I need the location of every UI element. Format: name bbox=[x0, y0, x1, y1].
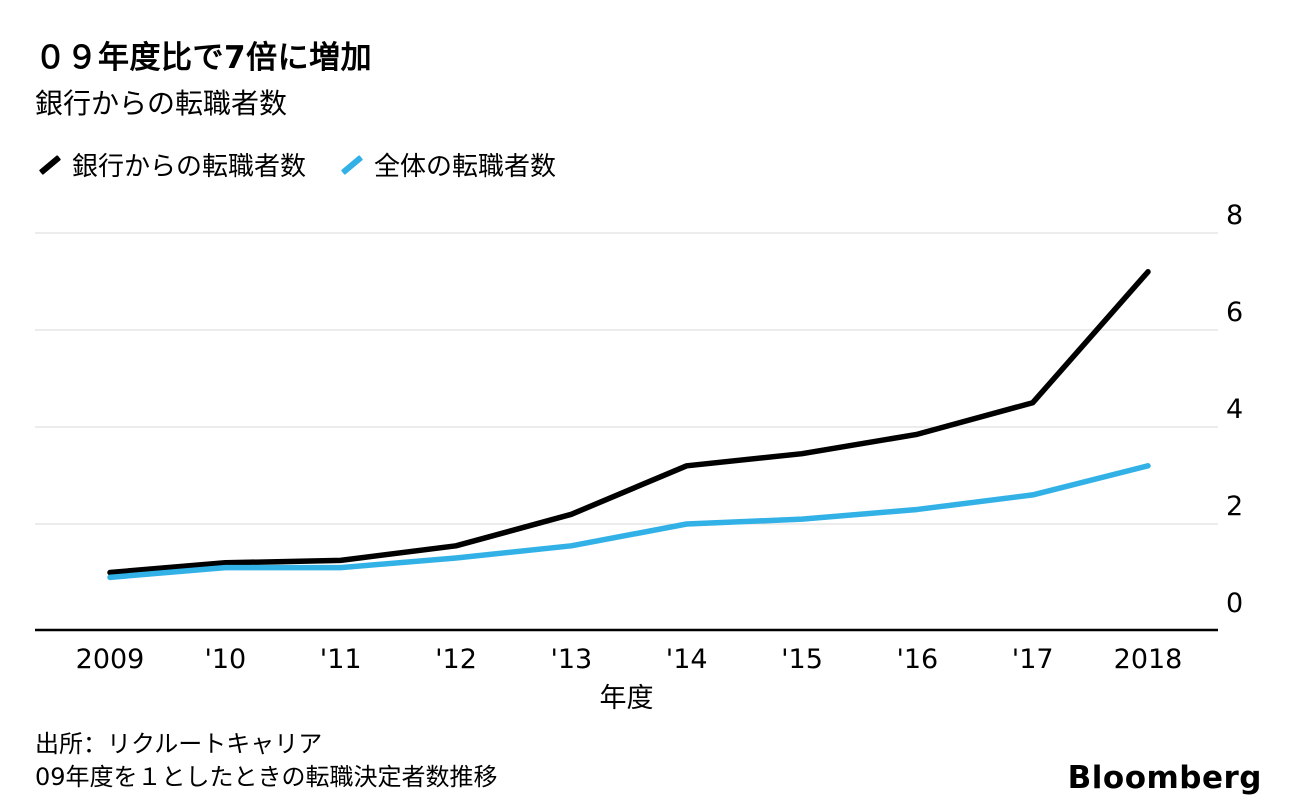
legend-label-total: 全体の転職者数 bbox=[374, 152, 557, 182]
chart-title: ０９年度比で7倍に増加 bbox=[35, 40, 373, 76]
x-tick-label: '17 bbox=[1012, 644, 1054, 675]
y-tick-label: 0 bbox=[1226, 588, 1243, 619]
x-tick-label: '12 bbox=[435, 644, 477, 675]
y-tick-label: 4 bbox=[1226, 394, 1243, 425]
x-tick-label: 2009 bbox=[76, 644, 145, 675]
x-tick-label: '13 bbox=[550, 644, 592, 675]
x-axis-title: 年度 bbox=[600, 683, 654, 714]
chart-footer: 出所：リクルートキャリア 09年度を１としたときの転職決定者数推移 bbox=[35, 728, 498, 794]
x-tick-label: '15 bbox=[781, 644, 823, 675]
x-tick-label: '10 bbox=[204, 644, 246, 675]
source-note: 出所：リクルートキャリア bbox=[35, 730, 323, 758]
x-tick-label: '16 bbox=[896, 644, 938, 675]
bloomberg-logo: Bloomberg bbox=[1067, 760, 1262, 796]
y-tick-label: 6 bbox=[1226, 297, 1243, 328]
y-tick-label: 8 bbox=[1226, 200, 1243, 231]
chart-legend: 銀行からの転職者数 全体の転職者数 bbox=[38, 146, 556, 183]
method-note: 09年度を１としたときの転職決定者数推移 bbox=[35, 763, 498, 791]
x-tick-label: '14 bbox=[666, 644, 708, 675]
y-tick-label: 2 bbox=[1226, 491, 1243, 522]
total-series-line bbox=[107, 463, 1151, 581]
x-tick-label: '11 bbox=[320, 644, 362, 675]
bank-series-line bbox=[107, 269, 1151, 576]
chart-subtitle: 銀行からの転職者数 bbox=[35, 87, 288, 120]
legend-label-bank: 銀行からの転職者数 bbox=[72, 152, 307, 182]
x-tick-label: 2018 bbox=[1114, 644, 1183, 675]
legend-item-total: 全体の転職者数 bbox=[340, 146, 556, 183]
legend-item-bank: 銀行からの転職者数 bbox=[38, 146, 306, 183]
